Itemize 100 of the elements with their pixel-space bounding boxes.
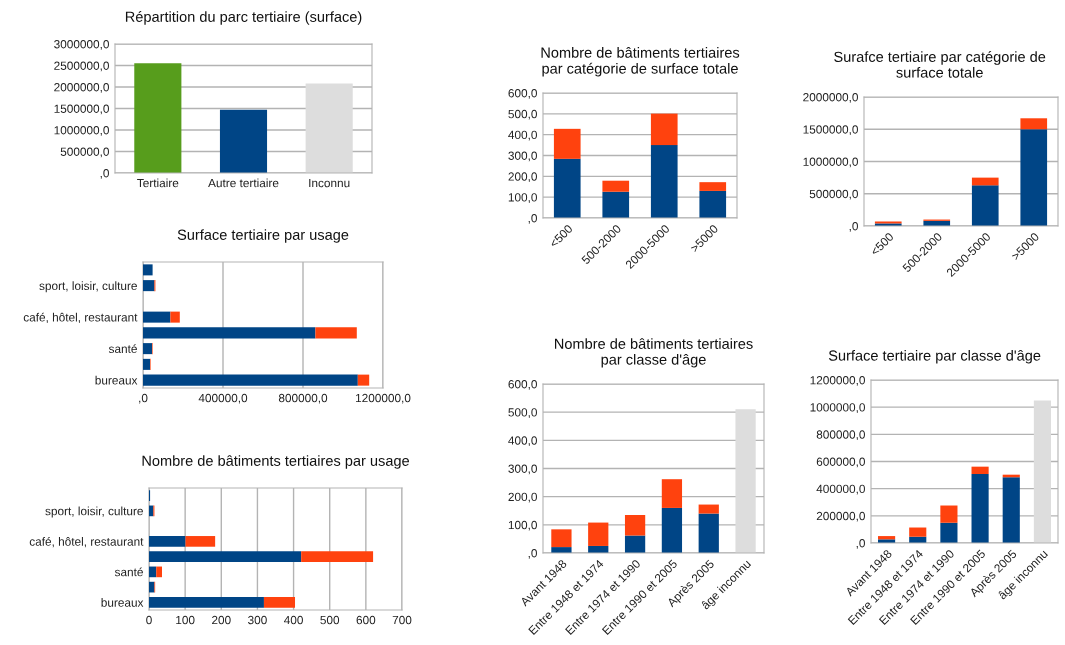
- x-tick-label: 800000,0: [278, 393, 328, 404]
- chart-title: Surface tertiaire par usage: [177, 229, 349, 243]
- bar: [357, 374, 370, 386]
- y-tick-label: 500000,0: [60, 147, 109, 158]
- bar: [650, 113, 678, 146]
- y-tick-label: 300,0: [508, 151, 537, 162]
- y-tick-label: 400000,0: [816, 484, 865, 495]
- bar: [149, 551, 302, 562]
- y-tick-label: café, hôtel, restaurant: [29, 536, 144, 548]
- bar: [661, 479, 683, 508]
- x-tick-label: 400000,0: [198, 393, 248, 404]
- bar: [143, 264, 153, 276]
- y-tick-label: 1000000,0: [803, 157, 858, 168]
- bar: [263, 597, 296, 608]
- bar: [305, 83, 353, 173]
- y-tick-label: 2500000,0: [54, 61, 109, 72]
- bar: [301, 551, 374, 562]
- x-tick-label: 400: [284, 615, 303, 625]
- y-tick-label: 600,0: [508, 380, 537, 390]
- y-tick-label: café, hôtel, restaurant: [23, 312, 138, 323]
- x-tick-label: 200: [212, 615, 231, 625]
- y-tick-label: 1500000,0: [54, 104, 109, 115]
- bar: [143, 374, 358, 386]
- y-tick-label: 2000000,0: [803, 93, 858, 103]
- y-tick-label: 1000000,0: [810, 403, 865, 413]
- x-tick-label: 300: [248, 615, 267, 625]
- y-tick-label: 200,0: [508, 172, 537, 183]
- bar: [940, 522, 958, 543]
- y-tick-label: 200,0: [508, 492, 537, 503]
- bar: [602, 180, 630, 192]
- bar: [170, 311, 180, 323]
- y-tick-label: 100,0: [508, 193, 537, 203]
- bar: [143, 343, 152, 355]
- bar: [602, 191, 630, 218]
- y-tick-label: 600000,0: [816, 457, 865, 468]
- bar: [971, 466, 989, 474]
- y-tick-label: ,0: [100, 169, 109, 179]
- x-tick-label: 1200000,0: [356, 393, 411, 404]
- bar: [698, 504, 719, 514]
- y-tick-label: 1000000,0: [54, 126, 109, 136]
- bar: [143, 327, 316, 339]
- bar: [149, 536, 186, 547]
- y-tick-label: ,0: [856, 539, 865, 549]
- bar: [143, 280, 155, 292]
- chart-title: Surafce tertiaire par catégorie de surface totale: [834, 51, 1046, 78]
- y-tick-label: 200000,0: [816, 511, 865, 522]
- y-tick-label: 3000000,0: [54, 40, 109, 50]
- chart-title: Surface tertiaire par classe d'âge: [828, 349, 1041, 364]
- bar: [1020, 118, 1048, 130]
- bar: [143, 311, 171, 323]
- x-tick-label: 600: [356, 615, 376, 625]
- x-tick-label: Tertiaire: [137, 178, 179, 188]
- bar: [156, 566, 163, 578]
- y-tick-label: santé: [114, 567, 143, 577]
- bar: [699, 190, 727, 218]
- y-tick-label: 1200000,0: [810, 376, 865, 386]
- y-tick-label: 100,0: [508, 520, 537, 531]
- bar: [588, 522, 609, 546]
- chart-title: Nombre de bâtiments tertiaires par usage: [142, 455, 410, 469]
- y-tick-label: 400,0: [508, 130, 537, 141]
- y-tick-label: bureaux: [95, 375, 138, 385]
- y-tick-label: bureaux: [101, 598, 144, 607]
- bar: [971, 177, 999, 186]
- y-tick-label: 2000000,0: [54, 83, 109, 93]
- bar: [1033, 400, 1051, 543]
- bar: [909, 527, 927, 537]
- bar: [971, 185, 999, 226]
- y-tick-label: santé: [108, 344, 137, 354]
- x-tick-label: 100: [176, 615, 195, 625]
- bar: [553, 128, 581, 159]
- bar: [971, 474, 989, 543]
- bar: [699, 182, 727, 191]
- y-tick-label: 400,0: [508, 436, 537, 447]
- y-tick-label: ,0: [528, 214, 537, 224]
- bar: [219, 109, 268, 173]
- bar: [185, 536, 216, 547]
- y-tick-label: sport, loisir, culture: [39, 281, 137, 293]
- bar: [149, 597, 264, 608]
- bar: [551, 529, 572, 548]
- bar: [149, 566, 157, 578]
- x-tick-label: Autre tertiaire: [208, 178, 279, 188]
- bar: [315, 327, 357, 339]
- bar: [650, 145, 678, 218]
- bar: [143, 358, 150, 370]
- bar: [624, 514, 646, 536]
- bar: [553, 158, 581, 218]
- y-tick-label: 500000,0: [809, 189, 858, 200]
- y-tick-label: 500,0: [508, 408, 537, 418]
- x-tick-label: 700: [392, 615, 412, 625]
- bar: [735, 409, 756, 553]
- y-tick-label: 500,0: [508, 109, 537, 120]
- chart-title: Nombre de bâtiments tertiaires par catégorie de surface totale: [541, 47, 740, 77]
- y-tick-label: sport, loisir, culture: [45, 506, 143, 518]
- x-tick-label: 500: [320, 615, 340, 625]
- x-tick-label: Inconnu: [309, 178, 350, 188]
- bar: [624, 535, 646, 553]
- y-tick-label: 1500000,0: [803, 125, 858, 136]
- bar: [1020, 129, 1048, 226]
- bar: [940, 505, 958, 523]
- y-tick-label: 300,0: [508, 464, 537, 475]
